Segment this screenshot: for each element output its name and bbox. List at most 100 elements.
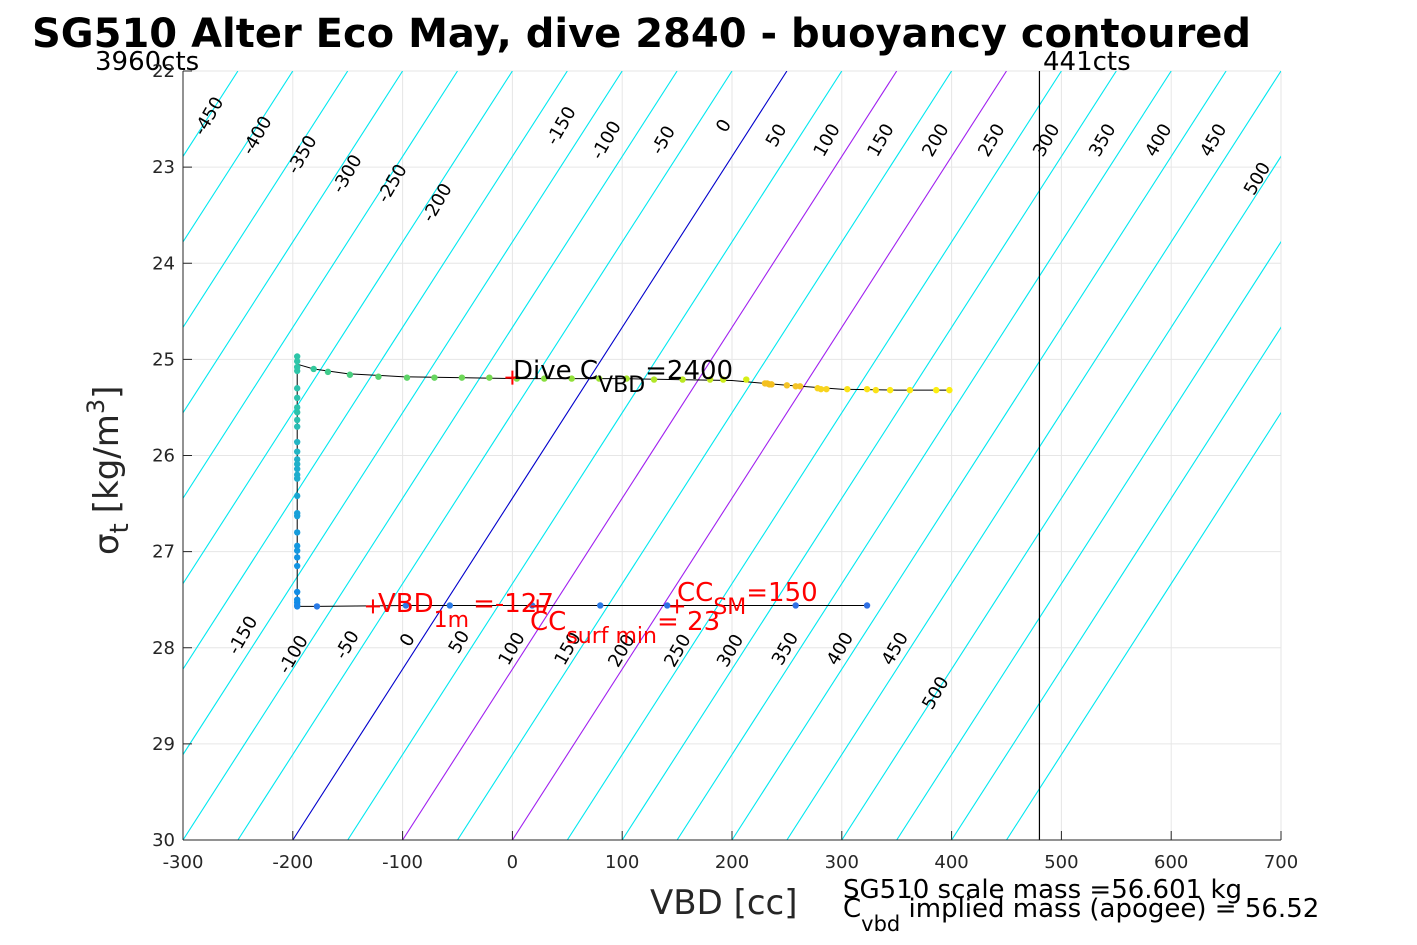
data-point <box>458 374 466 381</box>
data-point <box>743 376 750 383</box>
annotation-vbd-1m: VBD1m=-127 <box>378 589 554 633</box>
contour-label: -300 <box>328 151 367 197</box>
annotation-cc-surf-min-post: = 23 <box>657 607 720 637</box>
contour-line <box>402 71 898 840</box>
contour-label: 350 <box>1085 120 1120 160</box>
contour-line <box>566 71 1062 840</box>
y-axis-label-unit: [kg/m <box>87 414 127 513</box>
axes <box>182 70 1282 841</box>
contour-line <box>676 71 1172 840</box>
contour-label: -450 <box>190 93 229 139</box>
data-point <box>863 385 871 393</box>
contour-lines <box>183 71 1281 840</box>
x-tick-label: 200 <box>715 852 749 873</box>
data-point <box>783 382 791 389</box>
y-tick-label: 28 <box>152 638 175 659</box>
annotation-vbd-1m-sub: 1m <box>434 608 469 633</box>
footer-implied-mass-sub: vbd <box>861 912 900 936</box>
data-point <box>792 383 799 390</box>
x-tick-label: -100 <box>382 852 423 873</box>
footer-implied-mass-post: implied mass (apogee) = 56.52 <box>900 894 1319 924</box>
y-axis-label-close: ] <box>87 386 127 399</box>
profile-line <box>296 363 950 607</box>
annotation-cc-surf-min: CCsurf min= 23 <box>530 607 720 649</box>
data-point <box>293 554 301 561</box>
annotation-vbd-1m-pre: VBD <box>378 589 434 619</box>
y-axis-label: σt [kg/m3] <box>82 386 135 555</box>
data-point <box>293 423 301 430</box>
data-point <box>933 386 940 394</box>
data-point <box>946 386 953 394</box>
contour-line <box>237 71 733 840</box>
contour-label: 450 <box>878 629 913 669</box>
data-point <box>403 374 411 381</box>
contour-label: 100 <box>494 629 529 669</box>
data-point <box>679 376 686 383</box>
contour-line <box>183 71 513 585</box>
contour-label: -150 <box>224 612 263 658</box>
data-point <box>313 603 321 610</box>
contour-line <box>731 71 1227 840</box>
contour-label: 150 <box>863 120 898 160</box>
data-point <box>293 385 301 392</box>
y-tick-label: 22 <box>152 61 175 82</box>
dive-cvbd-marker <box>505 370 520 385</box>
data-point <box>293 492 301 500</box>
data-point <box>293 448 301 455</box>
data-point <box>293 529 301 536</box>
contour-line <box>183 71 294 243</box>
contour-label: 50 <box>762 120 792 150</box>
annotation-cc-surf-min-sub: surf min <box>566 624 657 649</box>
x-tick-label: 700 <box>1264 852 1298 873</box>
contour-line <box>621 71 1117 840</box>
y-tick-label: 27 <box>152 542 175 563</box>
data-point <box>664 602 671 609</box>
data-point <box>872 386 880 394</box>
data-point <box>293 456 301 463</box>
right-count-label: 441cts <box>1043 47 1131 77</box>
annotation-dive-cvbd-post: =2400 <box>645 356 733 386</box>
profile-path <box>296 363 950 607</box>
contour-line <box>457 71 953 840</box>
data-point <box>486 374 493 381</box>
data-point <box>293 512 301 520</box>
contour-label: -50 <box>647 122 680 158</box>
annotation-cc-surf-min-pre: CC <box>530 607 566 637</box>
cc-sm-marker <box>670 599 685 614</box>
contour-label: -200 <box>418 180 457 226</box>
data-point <box>796 383 804 390</box>
x-tick-label: 500 <box>1044 852 1078 873</box>
annotation-vbd-1m-post: =-127 <box>473 589 554 619</box>
left-count-label: 3960cts <box>95 47 199 77</box>
contour-line <box>951 326 1281 840</box>
footer-scale-mass: SG510 scale mass =56.601 kg <box>843 875 1242 905</box>
contour-label: 250 <box>974 120 1009 160</box>
contour-line <box>347 71 843 840</box>
contour-label: -50 <box>331 627 364 663</box>
y-axis-label-sub: t <box>105 523 135 533</box>
contour-label: -100 <box>274 632 313 678</box>
contour-label: 500 <box>1240 159 1275 199</box>
annotation-dive-cvbd: Dive CVBD=2400 <box>513 356 733 398</box>
data-point <box>863 602 871 609</box>
annotation-cc-sm-pre: CC <box>677 578 713 608</box>
annotation-cc-sm-sub: SM <box>713 595 746 620</box>
data-point <box>446 602 454 609</box>
contour-label: -100 <box>587 117 626 163</box>
data-point <box>768 381 775 388</box>
annotation-cc-sm-post: =150 <box>746 578 817 608</box>
y-axis-label-sup: 3 <box>82 399 110 414</box>
data-point <box>310 365 317 373</box>
data-point <box>293 438 301 446</box>
y-axis-label-sigma: σ <box>87 533 127 555</box>
data-point <box>541 375 548 382</box>
data-point <box>706 376 714 383</box>
markers <box>365 370 685 614</box>
contour-line <box>183 71 678 840</box>
contour-label: 300 <box>1029 120 1064 160</box>
data-point <box>823 385 830 393</box>
contour-line <box>183 71 458 500</box>
contour-line <box>183 71 404 414</box>
y-tick-labels: 22 23 24 25 26 27 28 29 30 <box>152 61 175 851</box>
